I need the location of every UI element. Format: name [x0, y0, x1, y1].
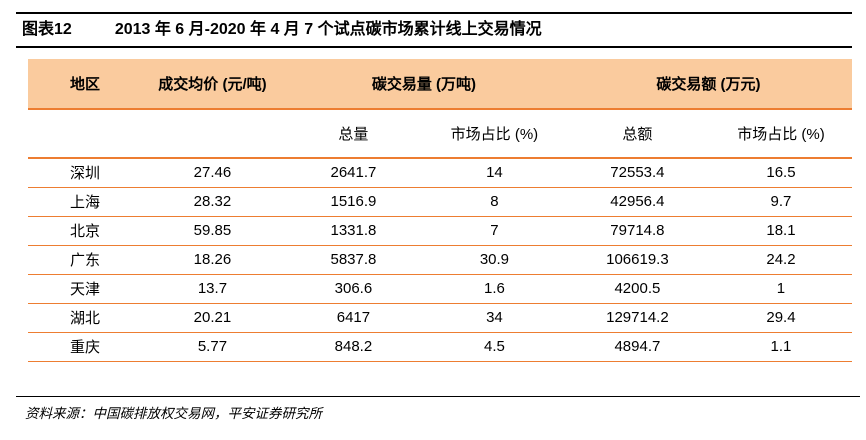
cell-region: 深圳: [28, 158, 142, 188]
title-bottom-rule: [16, 46, 852, 48]
header-avg-price: 成交均价 (元/吨): [141, 59, 283, 110]
cell-region: 北京: [28, 216, 142, 246]
cell-amount-share: 1: [709, 274, 852, 304]
table-row-beijing: 北京 59.85 1331.8 7 79714.8 18.1: [28, 216, 852, 246]
cell-volume: 5837.8: [282, 245, 424, 275]
subheader-empty-region: [28, 109, 142, 159]
table-row-shenzhen: 深圳 27.46 2641.7 14 72553.4 16.5: [28, 158, 852, 188]
cell-amount-share: 1.1: [709, 332, 852, 362]
figure-title: 2013 年 6 月-2020 年 4 月 7 个试点碳市场累计线上交易情况: [114, 21, 542, 38]
cell-volume: 1516.9: [282, 187, 424, 217]
table-group-header-row: 地区 成交均价 (元/吨) 碳交易量 (万吨) 碳交易额 (万元): [28, 59, 852, 110]
cell-region: 上海: [28, 187, 142, 217]
cell-amount: 106619.3: [564, 245, 710, 275]
figure-title-bar: 图表12 2013 年 6 月-2020 年 4 月 7 个试点碳市场累计线上交…: [0, 14, 866, 46]
cell-amount-share: 16.5: [709, 158, 852, 188]
cell-amount: 72553.4: [564, 158, 710, 188]
cell-amount-share: 9.7: [709, 187, 852, 217]
cell-amount: 4894.7: [564, 332, 710, 362]
cell-region: 重庆: [28, 332, 142, 362]
cell-avg-price: 59.85: [141, 216, 283, 246]
cell-volume: 306.6: [282, 274, 424, 304]
cell-volume-share: 8: [423, 187, 565, 217]
subheader-volume-share: 市场占比 (%): [423, 109, 565, 159]
table-row-chongqing: 重庆 5.77 848.2 4.5 4894.7 1.1: [28, 332, 852, 362]
figure-label: 图表12: [22, 21, 72, 38]
cell-avg-price: 20.21: [141, 303, 283, 333]
cell-amount: 4200.5: [564, 274, 710, 304]
cell-volume-share: 1.6: [423, 274, 565, 304]
cell-amount-share: 24.2: [709, 245, 852, 275]
footer-rule: [16, 395, 860, 397]
subheader-total-amount: 总额: [564, 109, 710, 159]
cell-region: 湖北: [28, 303, 142, 333]
cell-volume-share: 34: [423, 303, 565, 333]
cell-amount-share: 29.4: [709, 303, 852, 333]
subheader-empty-price: [141, 109, 283, 159]
table-row-tianjin: 天津 13.7 306.6 1.6 4200.5 1: [28, 274, 852, 304]
cell-avg-price: 27.46: [141, 158, 283, 188]
cell-volume-share: 14: [423, 158, 565, 188]
cell-region: 广东: [28, 245, 142, 275]
cell-volume: 1331.8: [282, 216, 424, 246]
table-row-hubei: 湖北 20.21 6417 34 129714.2 29.4: [28, 303, 852, 333]
cell-avg-price: 18.26: [141, 245, 283, 275]
cell-volume-share: 7: [423, 216, 565, 246]
cell-avg-price: 13.7: [141, 274, 283, 304]
header-amount-group: 碳交易额 (万元): [564, 59, 852, 110]
header-region: 地区: [28, 59, 142, 110]
table-row-shanghai: 上海 28.32 1516.9 8 42956.4 9.7: [28, 187, 852, 217]
cell-amount: 42956.4: [564, 187, 710, 217]
cell-volume: 848.2: [282, 332, 424, 362]
table-sub-header-row: 总量 市场占比 (%) 总额 市场占比 (%): [28, 109, 852, 159]
cell-volume: 2641.7: [282, 158, 424, 188]
cell-region: 天津: [28, 274, 142, 304]
subheader-total-volume: 总量: [282, 109, 424, 159]
source-note: 资料来源：中国碳排放权交易网，平安证券研究所: [25, 405, 322, 421]
table-row-guangdong: 广东 18.26 5837.8 30.9 106619.3 24.2: [28, 245, 852, 275]
cell-amount: 129714.2: [564, 303, 710, 333]
header-volume-group: 碳交易量 (万吨): [282, 59, 565, 110]
title-top-rule: [16, 12, 852, 14]
cell-volume: 6417: [282, 303, 424, 333]
cell-volume-share: 4.5: [423, 332, 565, 362]
carbon-market-table: 地区 成交均价 (元/吨) 碳交易量 (万吨) 碳交易额 (万元) 总量 市场占…: [28, 59, 852, 362]
cell-avg-price: 5.77: [141, 332, 283, 362]
cell-amount-share: 18.1: [709, 216, 852, 246]
cell-amount: 79714.8: [564, 216, 710, 246]
cell-volume-share: 30.9: [423, 245, 565, 275]
cell-avg-price: 28.32: [141, 187, 283, 217]
subheader-amount-share: 市场占比 (%): [709, 109, 852, 159]
